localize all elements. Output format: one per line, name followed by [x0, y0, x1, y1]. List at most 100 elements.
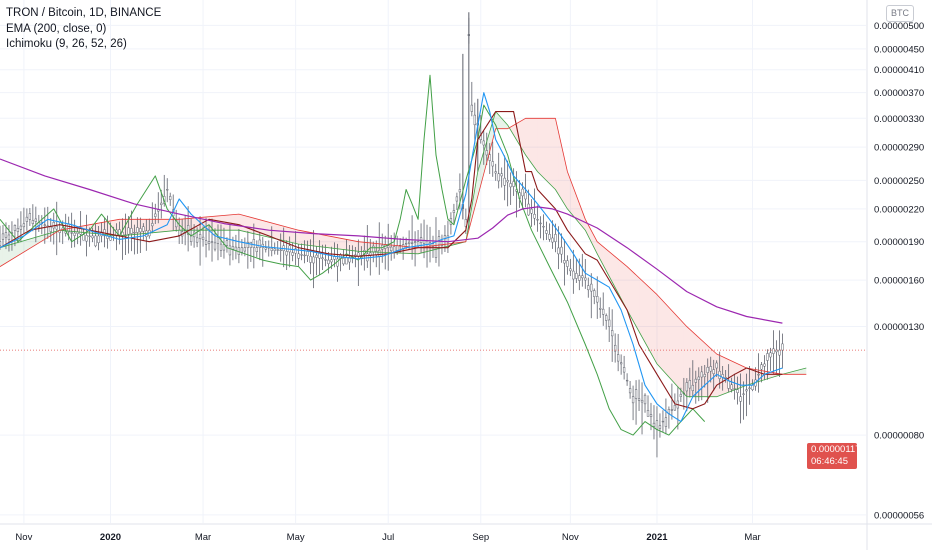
- cloud-segment: [686, 326, 690, 397]
- candle-body: [225, 240, 229, 246]
- candle-body: [404, 242, 408, 245]
- cloud-segment: [603, 246, 607, 271]
- candle-body: [599, 307, 602, 310]
- cloud-segment: [525, 118, 529, 160]
- cloud-segment: [552, 118, 556, 190]
- candle-body: [670, 409, 674, 411]
- cloud-segment: [624, 264, 628, 310]
- candle-body: [291, 252, 294, 256]
- cloud-segment: [498, 114, 502, 129]
- candle-body: [584, 277, 587, 281]
- candle-body: [760, 364, 763, 370]
- time-axis[interactable]: Nov 2020 Mar May Jul Sep Nov 2021 Mar: [15, 532, 760, 543]
- candle-body: [228, 245, 232, 256]
- candle-body: [178, 229, 181, 236]
- cloud-segment: [316, 233, 320, 247]
- cloud-segment: [250, 217, 254, 234]
- price-tick-label: 0.00000160: [874, 276, 924, 287]
- candle-body: [596, 296, 599, 303]
- candle-body: [673, 404, 677, 411]
- price-axis[interactable]: 0.00000500 0.00000450 0.00000410 0.00000370…: [874, 21, 924, 522]
- cloud-segment: [331, 236, 335, 249]
- currency-button[interactable]: BTC: [886, 5, 914, 22]
- candle-body: [491, 161, 494, 167]
- cloud-segment: [695, 334, 699, 397]
- candle-body: [494, 171, 497, 174]
- cloud-segment: [313, 233, 317, 247]
- candle-body: [637, 398, 641, 401]
- cloud-segment: [582, 211, 586, 231]
- candle-body: [739, 396, 742, 402]
- cloud-segment: [5, 245, 9, 263]
- cloud-segment: [710, 348, 714, 397]
- cloud-segment: [415, 247, 419, 254]
- candle-body: [0, 241, 2, 246]
- candle-body: [488, 154, 491, 161]
- ichimoku-legend[interactable]: Ichimoku (9, 26, 52, 26): [6, 38, 127, 50]
- candle-body: [109, 235, 112, 241]
- candle-body: [500, 173, 503, 177]
- cloud-segment: [528, 118, 532, 164]
- cloud-segment: [743, 366, 747, 387]
- price-tick-label: 0.00000450: [874, 44, 924, 55]
- candle-body: [575, 273, 578, 279]
- ema-line: [0, 158, 783, 324]
- leading-span-a-line: [0, 111, 807, 398]
- cloud-segment: [191, 218, 195, 231]
- candle-body: [1, 233, 5, 240]
- candle-body: [470, 104, 473, 112]
- candle-body: [121, 231, 124, 236]
- candle-body: [201, 236, 205, 241]
- candle-body: [300, 254, 303, 256]
- price-tick-label: 0.00000500: [874, 21, 924, 32]
- conversion-line: [0, 92, 783, 423]
- cloud-segment: [17, 241, 21, 256]
- candle-body: [249, 241, 252, 248]
- candle-body: [473, 114, 476, 126]
- candle-body: [602, 308, 605, 315]
- cloud-segment: [235, 214, 239, 231]
- candle-body: [730, 384, 733, 390]
- cloud-segment: [540, 118, 544, 178]
- candle-body: [315, 254, 318, 258]
- candle-body: [154, 213, 157, 217]
- cloud-segment: [361, 241, 365, 252]
- candle-body: [13, 225, 17, 231]
- cloud-segment: [492, 111, 496, 140]
- candle-body: [748, 387, 751, 389]
- candle-body: [312, 256, 315, 264]
- candle-body: [16, 228, 20, 232]
- cloud-segment: [797, 369, 801, 375]
- candle-body: [91, 235, 94, 239]
- candle-body: [79, 228, 82, 235]
- candle-body: [4, 232, 8, 238]
- time-tick-label: Mar: [744, 532, 760, 543]
- cloud-segment: [648, 286, 651, 354]
- price-tick-label: 0.00000370: [874, 88, 924, 99]
- symbol-title[interactable]: TRON / Bitcoin, 1D, BINANCE: [6, 7, 162, 19]
- ema-legend[interactable]: EMA (200, close, 0): [6, 22, 107, 35]
- candle-body: [560, 246, 563, 255]
- candle-body: [410, 242, 414, 244]
- candle-body: [554, 234, 557, 242]
- cloud-segment: [29, 238, 33, 249]
- cloud-segment: [698, 337, 702, 397]
- cloud-segment: [677, 316, 681, 391]
- candle-body: [736, 389, 739, 393]
- cloud-segment: [555, 118, 559, 195]
- cloud-segment: [215, 215, 218, 231]
- candle-body: [631, 396, 635, 404]
- candle-body: [766, 353, 769, 361]
- candle-body: [22, 223, 26, 228]
- cloud-segment: [307, 231, 311, 246]
- time-tick-label: May: [287, 532, 305, 543]
- cloud-segment: [409, 246, 413, 254]
- cloud-segment: [630, 269, 634, 321]
- candle-body: [330, 259, 333, 263]
- candle-body: [503, 177, 506, 186]
- candle-body: [611, 330, 614, 337]
- candle-body: [7, 234, 11, 240]
- candle-body: [169, 196, 172, 200]
- candle-body: [88, 235, 91, 237]
